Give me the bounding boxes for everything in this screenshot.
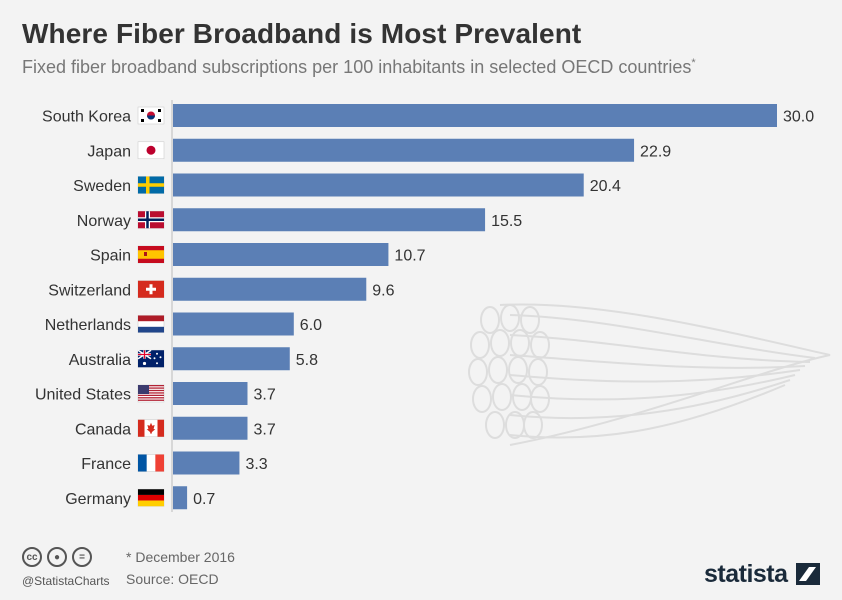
japan-flag — [137, 141, 165, 160]
flags-group — [137, 106, 165, 507]
license-icons: cc ● = — [22, 547, 92, 567]
bar-norway[interactable] — [173, 208, 486, 232]
category-label-germany: Germany — [65, 491, 131, 508]
subtitle-text: Fixed fiber broadband subscriptions per … — [22, 57, 692, 77]
value-label-france: 3.3 — [245, 456, 267, 473]
category-label-france: France — [81, 456, 131, 473]
france-flag — [137, 454, 165, 472]
value-label-sweden: 20.4 — [590, 178, 621, 195]
value-label-netherlands: 6.0 — [300, 317, 322, 334]
value-label-spain: 10.7 — [394, 248, 425, 265]
bar-australia[interactable] — [173, 347, 290, 371]
value-label-south-korea: 30.0 — [783, 109, 814, 126]
germany-flag — [137, 488, 165, 507]
bar-germany[interactable] — [173, 486, 188, 510]
switzerland-flag — [137, 280, 165, 299]
twitter-handle[interactable]: @StatistaCharts — [22, 574, 110, 588]
united-states-flag — [137, 384, 165, 403]
creative-commons-icon: cc — [22, 547, 42, 567]
value-label-japan: 22.9 — [640, 143, 671, 160]
chart-title: Where Fiber Broadband is Most Prevalent — [22, 18, 582, 49]
category-label-norway: Norway — [77, 213, 131, 230]
subtitle-asterisk: * — [691, 57, 696, 69]
bar-sweden[interactable] — [173, 173, 584, 197]
value-label-switzerland: 9.6 — [372, 282, 394, 299]
bar-united-states[interactable] — [173, 382, 248, 405]
attribution-icon: ● — [47, 547, 67, 567]
bar-france[interactable] — [173, 451, 240, 475]
category-label-netherlands: Netherlands — [45, 317, 131, 334]
spain-flag — [137, 245, 165, 264]
bar-south-korea[interactable] — [173, 104, 777, 127]
chart-subtitle: Fixed fiber broadband subscriptions per … — [22, 57, 696, 78]
category-label-united-states: United States — [35, 387, 131, 404]
source-note: Source: OECD — [126, 571, 219, 587]
value-label-australia: 5.8 — [296, 352, 318, 369]
bar-switzerland[interactable] — [173, 277, 367, 301]
category-label-canada: Canada — [75, 421, 131, 438]
category-label-south-korea: South Korea — [42, 109, 131, 126]
category-label-australia: Australia — [69, 352, 131, 369]
fiber-cable-illustration — [468, 303, 831, 446]
bar-chart: 30.0 South Korea 22.9 Japan 20.4 Sweden 15.5 No… — [35, 100, 831, 512]
norway-flag — [137, 210, 165, 229]
footnote: * December 2016 — [126, 549, 235, 565]
bar-japan[interactable] — [173, 138, 635, 162]
category-label-spain: Spain — [90, 248, 131, 265]
category-label-switzerland: Switzerland — [48, 282, 131, 299]
no-derivatives-icon: = — [72, 547, 92, 567]
category-label-sweden: Sweden — [73, 178, 131, 195]
value-label-norway: 15.5 — [491, 213, 522, 230]
bar-spain[interactable] — [173, 243, 389, 266]
canada-flag — [137, 419, 165, 438]
value-label-united-states: 3.7 — [253, 387, 275, 404]
value-label-canada: 3.7 — [253, 421, 275, 438]
sweden-flag — [137, 176, 165, 194]
statista-logo[interactable]: statista — [704, 560, 788, 588]
bars-group: 30.0 South Korea 22.9 Japan 20.4 Sweden 15.5 No… — [35, 104, 814, 510]
statista-logo-icon — [796, 563, 820, 585]
bar-netherlands[interactable] — [173, 312, 294, 336]
bar-canada[interactable] — [173, 416, 248, 440]
category-label-japan: Japan — [87, 143, 131, 160]
south-korea-flag — [137, 106, 165, 125]
netherlands-flag — [137, 315, 165, 333]
australia-flag — [137, 349, 165, 368]
value-label-germany: 0.7 — [193, 491, 215, 508]
